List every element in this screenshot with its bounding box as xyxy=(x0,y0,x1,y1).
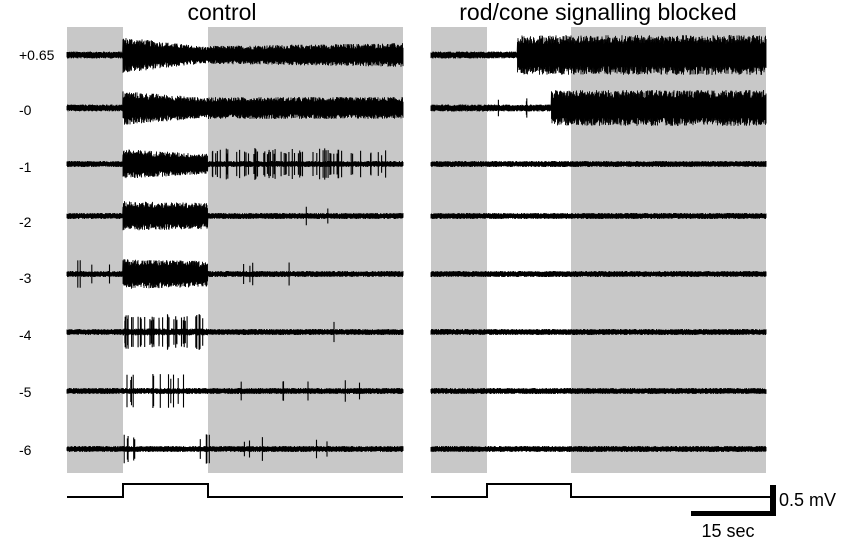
electrophysiology-traces xyxy=(66,34,767,464)
spike-marks xyxy=(737,46,740,64)
spike-marks xyxy=(123,434,136,464)
dark-period xyxy=(67,27,123,473)
voltage-trace xyxy=(430,34,767,76)
scale-bar: 0.5 mV 15 sec xyxy=(691,485,836,541)
spike-marks xyxy=(497,98,528,118)
voltage-trace xyxy=(430,328,767,336)
panel-title-control: control xyxy=(187,0,256,25)
row-label: -3 xyxy=(19,270,32,286)
voltage-trace xyxy=(430,212,767,220)
voltage-scale-label: 0.5 mV xyxy=(779,490,836,510)
voltage-trace xyxy=(66,149,404,179)
voltage-trace xyxy=(66,38,404,73)
voltage-trace xyxy=(430,387,767,395)
spike-marks xyxy=(740,90,762,126)
row-label: -1 xyxy=(19,159,32,175)
dark-period xyxy=(431,27,487,473)
row-label: +0.65 xyxy=(19,47,55,63)
spike-marks xyxy=(77,260,111,288)
row-label: -2 xyxy=(19,214,32,230)
spike-marks xyxy=(240,380,361,402)
stimulus-trace-control xyxy=(67,483,403,498)
panel-title-blocked: rod/cone signalling blocked xyxy=(459,0,736,25)
spike-marks xyxy=(350,150,387,178)
time-scale-label: 15 sec xyxy=(701,521,754,541)
voltage-trace xyxy=(66,445,404,453)
voltage-trace xyxy=(430,445,767,453)
spike-marks xyxy=(211,148,343,180)
row-labels: +0.65 -0 -1 -2 -3 -4 -5 -6 xyxy=(19,47,55,458)
voltage-trace xyxy=(66,387,404,395)
light-stimulus-traces xyxy=(67,483,770,498)
time-scale-bar xyxy=(691,511,776,516)
spike-marks xyxy=(305,206,329,226)
voltage-trace xyxy=(430,160,767,168)
voltage-trace xyxy=(66,259,404,289)
spike-marks xyxy=(124,314,204,350)
row-label: -0 xyxy=(19,102,32,118)
voltage-trace xyxy=(66,201,404,231)
stimulus-trace-blocked xyxy=(431,483,770,498)
spike-marks xyxy=(199,434,210,464)
spike-marks xyxy=(243,437,328,461)
voltage-trace xyxy=(66,328,404,336)
row-label: -4 xyxy=(19,327,32,343)
voltage-trace xyxy=(430,89,767,127)
voltage-scale-bar xyxy=(770,485,776,516)
row-label: -6 xyxy=(19,442,32,458)
voltage-trace xyxy=(430,270,767,278)
voltage-trace xyxy=(66,91,404,125)
spike-marks xyxy=(126,374,185,408)
dark-period xyxy=(208,27,403,473)
spike-marks xyxy=(243,262,290,286)
row-label: -5 xyxy=(19,384,32,400)
